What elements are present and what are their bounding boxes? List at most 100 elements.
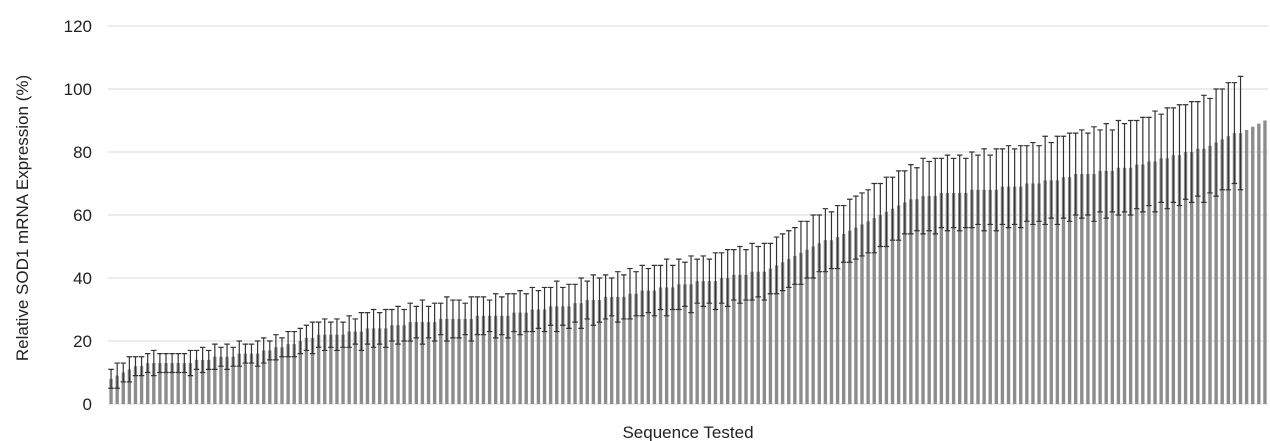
bar xyxy=(750,271,754,404)
bar xyxy=(1177,155,1182,404)
error-bar xyxy=(651,264,658,317)
bar xyxy=(426,322,431,404)
error-bar xyxy=(889,176,896,241)
error-bar xyxy=(578,277,584,329)
error-bar xyxy=(1060,135,1067,219)
bar xyxy=(378,328,382,404)
bar xyxy=(1257,123,1261,405)
error-bar xyxy=(1005,145,1012,229)
bar xyxy=(585,300,589,404)
error-bar xyxy=(975,154,981,226)
error-bar xyxy=(468,296,475,342)
bar xyxy=(1244,129,1249,404)
bar xyxy=(1110,170,1114,404)
bar xyxy=(988,189,992,404)
bar xyxy=(213,356,217,404)
bar xyxy=(646,290,650,404)
bar xyxy=(1196,148,1200,404)
bar xyxy=(542,309,547,404)
bar xyxy=(829,240,834,404)
error-bar xyxy=(120,362,127,383)
bar xyxy=(683,284,687,404)
error-bar xyxy=(169,353,175,374)
bar xyxy=(390,325,394,404)
error-bar xyxy=(1164,107,1171,210)
bar xyxy=(439,318,443,404)
error-bar xyxy=(248,343,255,364)
bar xyxy=(170,363,174,404)
error-bar xyxy=(737,245,743,304)
error-bar xyxy=(627,267,633,320)
bar xyxy=(323,334,327,404)
bar xyxy=(341,334,345,404)
bar xyxy=(1171,155,1176,404)
error-bar xyxy=(706,258,713,304)
error-bar xyxy=(535,290,542,329)
bar xyxy=(1061,177,1066,404)
error-bar xyxy=(1030,141,1036,226)
error-bar xyxy=(773,236,780,295)
bar xyxy=(854,227,858,404)
error-bar xyxy=(462,302,468,336)
error-bar xyxy=(175,353,181,374)
error-bars xyxy=(108,75,1244,389)
error-bar xyxy=(297,327,304,355)
error-bar xyxy=(1072,132,1079,216)
bar xyxy=(787,259,791,404)
bar xyxy=(756,271,760,404)
bar xyxy=(207,359,211,404)
bar xyxy=(451,318,455,404)
bar xyxy=(396,325,400,404)
bar xyxy=(640,290,644,404)
error-bar xyxy=(700,255,707,307)
error-bar xyxy=(1103,123,1109,219)
bar xyxy=(658,287,663,404)
error-bar xyxy=(1201,94,1207,203)
error-bar xyxy=(840,204,847,263)
error-bar xyxy=(645,267,652,314)
bar xyxy=(884,211,889,404)
bar xyxy=(1067,177,1072,404)
error-bar xyxy=(602,274,609,320)
error-bar xyxy=(157,353,163,374)
error-bar xyxy=(590,274,597,326)
y-tick-label: 120 xyxy=(64,17,92,36)
y-tick-label: 0 xyxy=(83,395,92,414)
error-bar xyxy=(1237,75,1244,191)
bar xyxy=(176,363,180,404)
error-bar xyxy=(199,346,206,374)
error-bar xyxy=(151,349,157,377)
x-axis-title: Sequence Tested xyxy=(622,423,753,441)
bar xyxy=(506,315,510,404)
bar xyxy=(878,215,882,404)
error-bar xyxy=(267,340,273,361)
bar xyxy=(1208,145,1212,404)
bar xyxy=(1183,152,1188,404)
error-bar xyxy=(938,157,945,229)
error-bar xyxy=(431,302,438,342)
bar xyxy=(1012,186,1017,404)
bar xyxy=(127,369,132,404)
bar xyxy=(1226,136,1230,404)
bar xyxy=(695,281,699,404)
error-bar xyxy=(877,182,884,248)
error-bar xyxy=(309,321,316,355)
bar xyxy=(1074,174,1078,404)
bar xyxy=(414,322,418,404)
bar xyxy=(591,300,596,404)
error-bar xyxy=(572,283,578,323)
bar xyxy=(1263,120,1267,404)
error-bar xyxy=(1195,101,1201,197)
error-bar xyxy=(792,227,798,285)
error-bar xyxy=(474,296,481,336)
error-bar xyxy=(1152,110,1158,213)
bar xyxy=(445,318,449,404)
error-bar xyxy=(908,164,914,235)
error-bar xyxy=(914,167,920,232)
bar xyxy=(182,363,186,404)
error-bar xyxy=(963,157,969,229)
bar xyxy=(713,281,718,404)
error-bar xyxy=(346,315,352,348)
bar xyxy=(152,363,156,404)
bar xyxy=(726,278,730,404)
